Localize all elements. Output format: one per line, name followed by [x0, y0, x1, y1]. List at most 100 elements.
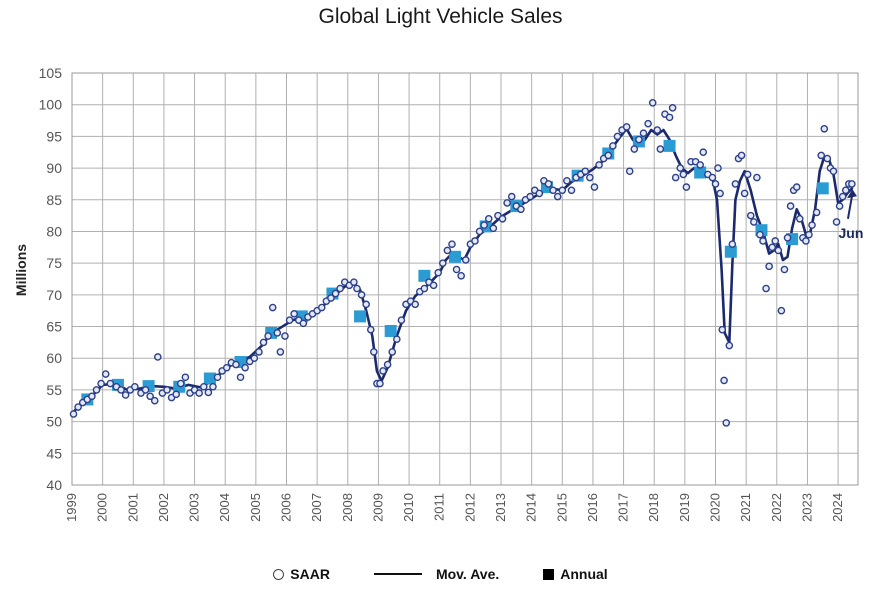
saar-point	[443, 246, 452, 255]
saar-point	[765, 262, 773, 271]
tick-labels: 40 45 50 55 60 65 70 75 80 85 90 95 100 105 1999 2000 20…	[39, 65, 845, 522]
saar-point	[653, 126, 662, 134]
y-tick-label: 60	[46, 350, 62, 366]
saar-point	[88, 392, 96, 401]
legend-line-icon	[373, 573, 422, 575]
saar-series	[69, 98, 856, 427]
saar-point	[507, 192, 516, 201]
annual-square	[816, 182, 829, 195]
x-tick-label: 1999	[64, 493, 79, 522]
saar-point	[199, 382, 208, 391]
saar-point	[768, 243, 776, 252]
saar-point	[544, 180, 553, 188]
saar-point	[397, 316, 406, 325]
saar-point	[648, 98, 657, 107]
y-tick-label: 80	[46, 223, 62, 239]
saar-point	[241, 363, 249, 372]
saar-point	[362, 300, 370, 309]
saar-point	[829, 167, 838, 176]
gridlines	[71, 72, 858, 486]
saar-point	[489, 224, 498, 233]
x-tick-label: 2008	[340, 493, 355, 522]
saar-point	[711, 180, 720, 188]
saar-point	[553, 192, 562, 201]
legend-label-annual: Annual	[560, 566, 608, 582]
y-tick-label: 95	[46, 128, 62, 144]
saar-point	[379, 367, 387, 375]
x-tick-label: 2015	[554, 493, 569, 522]
saar-point	[639, 129, 648, 138]
saar-point	[517, 205, 525, 214]
saar-point	[411, 300, 420, 309]
saar-point	[802, 237, 810, 245]
axes	[71, 72, 859, 486]
saar-point	[679, 170, 688, 179]
saar-point	[74, 403, 82, 411]
saar-point	[682, 183, 691, 191]
saar-point	[101, 370, 110, 378]
saar-point	[250, 354, 259, 363]
saar-point	[808, 221, 816, 229]
annual-square	[384, 324, 397, 337]
x-tick-label: 2014	[524, 493, 539, 522]
saar-point	[121, 391, 130, 399]
saar-point	[299, 319, 308, 328]
x-tick-label: 2022	[769, 493, 784, 522]
saar-point	[163, 386, 171, 394]
legend-item-annual: Annual	[543, 566, 608, 582]
annual-square	[203, 372, 216, 385]
saar-point	[630, 145, 639, 153]
legend-item-saar: SAAR	[273, 566, 330, 582]
legend-item-mov-ave: Mov. Ave.	[373, 566, 499, 582]
saar-point	[759, 237, 767, 245]
saar-point	[780, 265, 789, 274]
y-tick-label: 85	[46, 192, 62, 208]
saar-point	[708, 173, 717, 182]
x-tick-label: 2004	[217, 493, 232, 522]
legend-square-icon	[543, 568, 555, 580]
saar-point	[150, 396, 159, 405]
saar-point	[832, 218, 841, 226]
saar-point	[731, 180, 740, 188]
saar-point	[526, 192, 534, 201]
x-tick-label: 2023	[799, 493, 814, 522]
saar-point	[429, 281, 438, 290]
x-tick-label: 2006	[279, 493, 294, 522]
moving-average-series	[70, 127, 854, 415]
saar-point	[331, 289, 340, 298]
x-tick-label: 2002	[156, 493, 171, 522]
saar-point	[774, 246, 783, 255]
x-tick-label: 2003	[187, 493, 202, 522]
x-tick-label: 2016	[585, 493, 600, 522]
x-tick-label: 2000	[95, 493, 110, 522]
saar-point	[475, 227, 484, 236]
saar-point	[383, 360, 392, 369]
saar-point	[718, 325, 727, 334]
saar-point	[805, 230, 813, 239]
x-tick-label: 2007	[309, 493, 324, 522]
saar-point	[699, 148, 708, 157]
saar-point	[750, 218, 758, 226]
saar-point	[97, 379, 105, 388]
annual-square	[354, 310, 367, 323]
saar-point	[783, 233, 792, 242]
y-tick-label: 70	[46, 287, 62, 303]
y-tick-label: 105	[39, 65, 63, 81]
saar-point	[259, 338, 268, 347]
saar-point	[823, 154, 832, 163]
saar-point	[176, 379, 185, 388]
y-tick-label: 100	[39, 97, 63, 113]
saar-point	[665, 113, 674, 122]
x-tick-label: 2024	[830, 493, 845, 522]
saar-point	[370, 348, 378, 356]
saar-point	[336, 284, 344, 293]
saar-point	[740, 189, 749, 198]
saar-point	[276, 348, 285, 356]
saar-point	[146, 392, 154, 401]
saar-point	[350, 278, 358, 286]
saar-point	[457, 272, 465, 280]
saar-point	[317, 303, 326, 312]
saar-point	[753, 173, 761, 182]
saar-point	[835, 202, 844, 210]
saar-point	[714, 164, 722, 172]
